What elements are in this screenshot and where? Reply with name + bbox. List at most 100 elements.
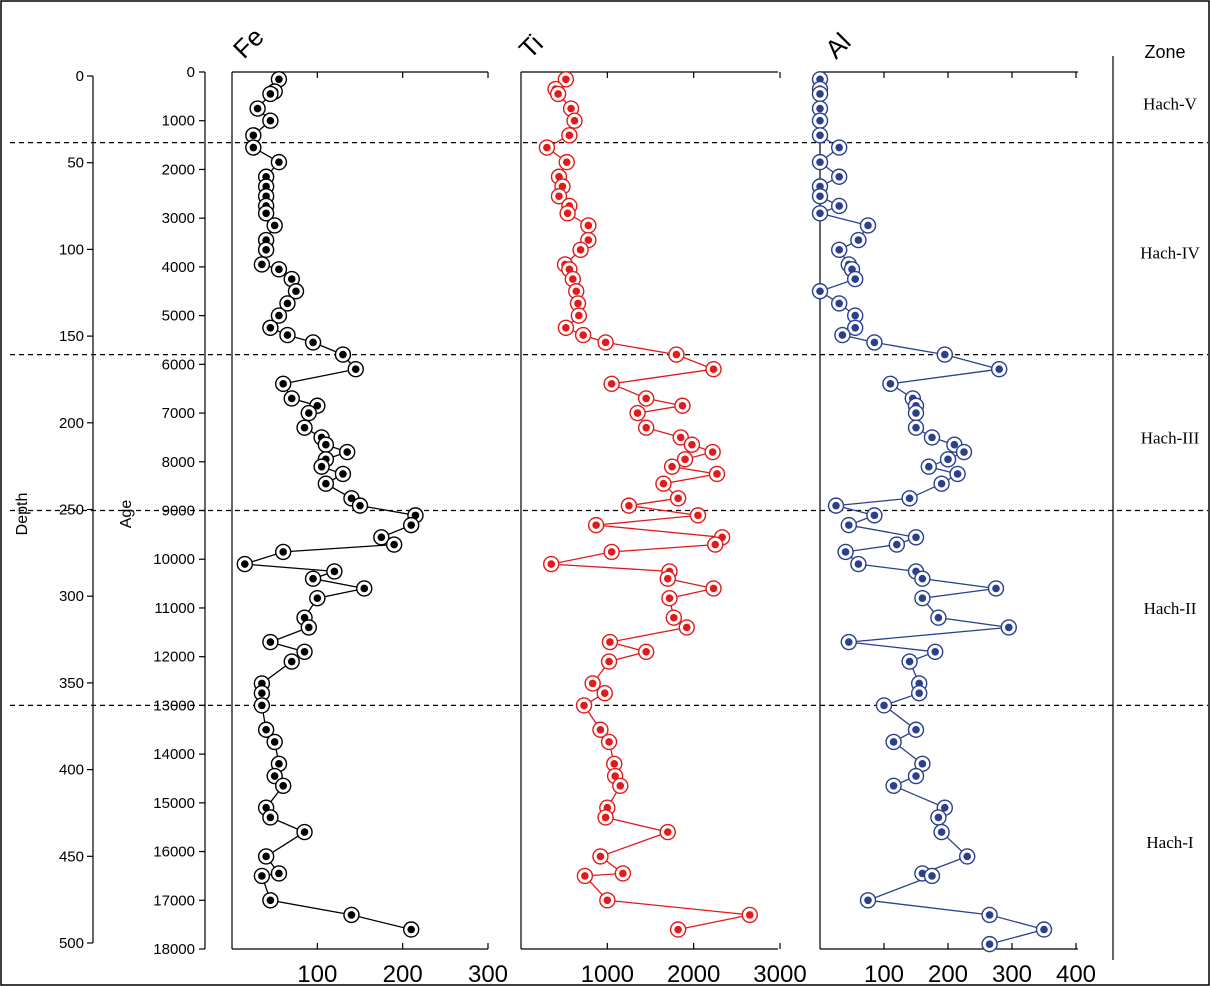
al-data-point [963, 852, 971, 861]
fe-data-point [266, 116, 275, 125]
age-tick-label: 0 [187, 64, 195, 81]
fe-data-point [262, 246, 270, 254]
ti-data-point [610, 760, 619, 768]
ti-data-point [574, 299, 582, 308]
al-data-point [992, 584, 1000, 593]
age-tick-label: 1000 [162, 113, 195, 130]
al-data-point [816, 158, 824, 166]
al-data-point [841, 548, 850, 556]
al-data-point [1040, 925, 1048, 934]
al-data-point [912, 423, 920, 432]
age-axis-title: Age [118, 500, 135, 529]
al-data-point [835, 299, 843, 308]
ti-data-point [588, 679, 597, 688]
al-data-point [832, 501, 840, 510]
ti-data-point [611, 772, 619, 780]
ti-data-point [676, 433, 685, 442]
fe-data-point [262, 852, 270, 861]
fe-data-point [262, 209, 270, 218]
fe-data-point [279, 781, 288, 790]
ti-data-point [709, 584, 718, 593]
al-data-point [870, 511, 879, 520]
al-data-point [912, 772, 920, 780]
fe-data-point [322, 440, 330, 449]
al-data-point [953, 470, 962, 478]
depth-tick-label: 50 [67, 155, 84, 172]
al-tick-label: 300 [992, 961, 1032, 986]
al-data-point [816, 104, 824, 113]
al-data-point [937, 828, 946, 836]
al-data-point [864, 896, 872, 905]
al-data-point [864, 221, 872, 230]
ti-data-point [555, 192, 563, 201]
fe-tick-label: 200 [383, 961, 423, 986]
al-data-point [854, 236, 863, 244]
fe-data-point [253, 104, 262, 113]
ti-data-point [579, 331, 587, 339]
zone-header: Zone [1144, 42, 1185, 62]
al-data-point [934, 613, 943, 622]
ti-data-point [543, 143, 551, 152]
al-data-point [816, 287, 824, 296]
ti-data-point [562, 323, 570, 332]
ti-data-point [713, 470, 721, 478]
fe-data-point [305, 409, 313, 417]
al-data-point [816, 192, 824, 201]
al-tick-label: 200 [928, 961, 968, 986]
al-data-point [937, 479, 946, 488]
al-data-point [905, 657, 914, 666]
al-data-point [835, 202, 843, 210]
al-data-point [835, 143, 843, 152]
fe-data-point [266, 638, 275, 646]
fe-data-point [266, 323, 275, 332]
ti-data-point [619, 869, 627, 878]
fe-data-point [275, 158, 283, 166]
fe-data-point [287, 275, 296, 283]
fe-data-point [309, 338, 317, 347]
al-data-point [918, 594, 927, 602]
age-tick-label: 18000 [153, 941, 195, 958]
ti-data-point [575, 311, 583, 320]
fe-data-point [407, 521, 416, 529]
zone-label: Hach-IV [1140, 243, 1200, 262]
ti-data-point [663, 574, 672, 583]
ti-data-point [681, 455, 689, 464]
fe-data-point [360, 584, 369, 593]
fe-data-point [287, 657, 296, 666]
age-tick-label: 3000 [162, 210, 195, 227]
ti-data-point [607, 380, 616, 388]
age-tick-label: 4000 [162, 259, 195, 276]
al-data-point [941, 350, 949, 359]
age-tick-label: 16000 [153, 844, 195, 861]
ti-data-point [603, 896, 612, 905]
fe-data-point [317, 462, 326, 471]
fe-data-point [279, 380, 288, 388]
al-data-point [889, 738, 898, 746]
al-data-point [851, 311, 859, 320]
al-data-point [995, 365, 1003, 374]
ti-data-point [745, 911, 754, 919]
al-data-point [893, 540, 901, 549]
zone-layer: Zone Hach-V Hach-IV Hach-III Hach-II Hach-I [10, 42, 1208, 960]
al-data-point [918, 760, 927, 768]
zone-label: Hach-II [1144, 599, 1197, 618]
fe-data-point [300, 647, 309, 656]
depth-tick-label: 200 [59, 415, 84, 432]
fe-data-point [275, 75, 283, 84]
series-layer [236, 71, 1053, 953]
ti-data-point [584, 236, 593, 244]
depth-tick-label: 250 [59, 502, 84, 519]
ti-data-point [659, 479, 668, 488]
ti-data-point [569, 275, 577, 283]
fe-tick-label: 100 [297, 961, 337, 986]
al-tick-label: 100 [864, 961, 904, 986]
age-tick-label: 6000 [162, 356, 195, 373]
age-tick-label: 17000 [153, 892, 195, 909]
fe-data-point [339, 350, 347, 359]
al-data-point [928, 433, 936, 442]
ti-data-point [642, 647, 650, 656]
ti-data-point [572, 287, 581, 296]
fe-data-point [347, 911, 356, 919]
ti-data-point [674, 925, 682, 934]
ti-data-point [674, 494, 682, 503]
